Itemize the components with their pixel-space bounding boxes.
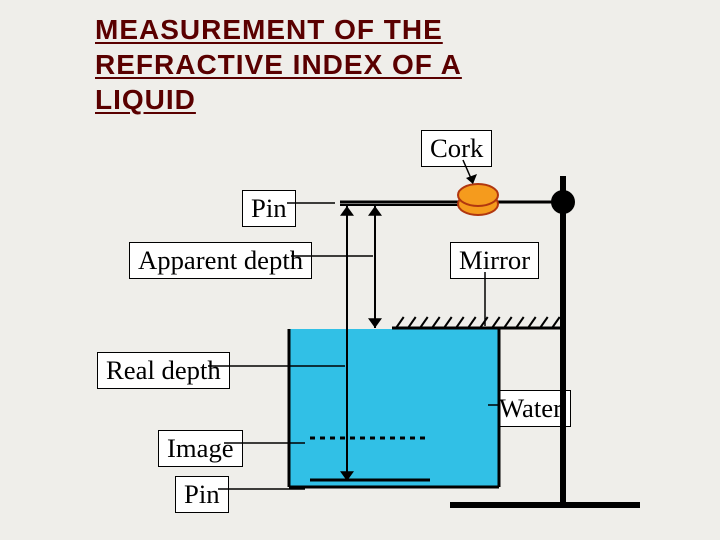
refraction-apparatus-diagram	[0, 0, 720, 540]
